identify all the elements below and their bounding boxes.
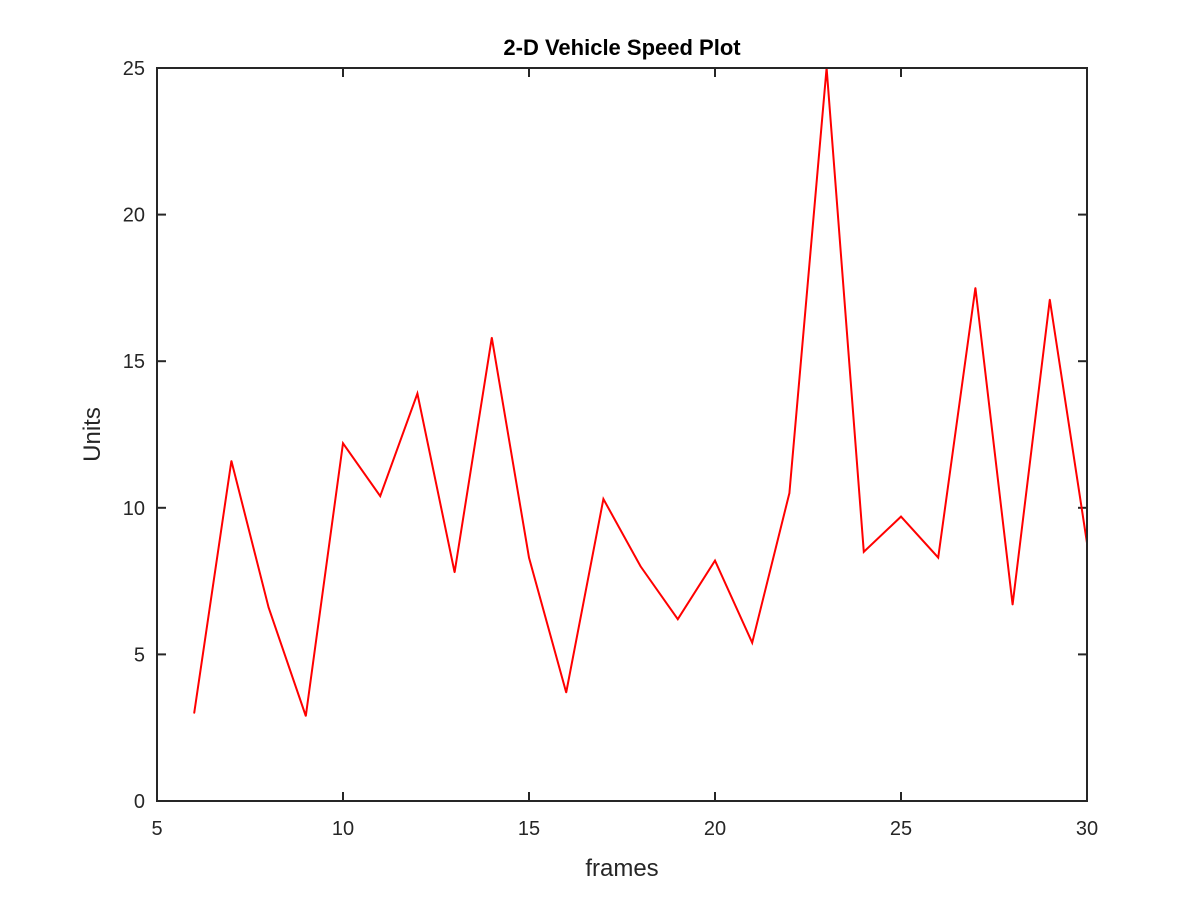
data-point <box>1011 603 1014 606</box>
x-tick-label: 30 <box>1076 818 1098 840</box>
data-point <box>788 492 791 494</box>
data-point <box>937 556 939 559</box>
chart-title: 2-D Vehicle Speed Plot <box>503 35 741 60</box>
y-tick-label: 0 <box>134 791 145 813</box>
y-tick-label: 25 <box>123 58 145 80</box>
data-point <box>491 336 493 339</box>
data-point <box>974 287 977 289</box>
data-point <box>565 691 567 694</box>
x-axis-label: frames <box>585 855 658 882</box>
data-point <box>751 641 753 644</box>
data-point <box>602 498 605 500</box>
y-axis-label: Units <box>79 407 106 462</box>
x-tick-label: 5 <box>151 818 162 840</box>
data-point <box>1049 298 1051 301</box>
data-point <box>230 460 233 462</box>
plot-area-box <box>156 67 1088 802</box>
data-point <box>639 565 642 568</box>
data-point <box>528 556 530 559</box>
x-tick-label: 10 <box>332 818 354 840</box>
x-tick-label: 20 <box>704 818 726 840</box>
y-tick-label: 5 <box>134 644 145 666</box>
data-point <box>267 606 270 609</box>
data-point <box>453 571 456 574</box>
data-point <box>416 392 419 395</box>
x-tick-label: 25 <box>890 818 912 840</box>
data-point <box>677 618 679 620</box>
x-tick-label: 15 <box>518 818 540 840</box>
y-tick-label: 15 <box>123 351 145 373</box>
data-point <box>714 559 716 562</box>
data-point <box>863 551 865 553</box>
y-tick-label: 20 <box>123 205 145 227</box>
data-point <box>900 515 902 518</box>
data-point <box>379 495 382 497</box>
data-point <box>305 715 307 717</box>
data-point <box>342 442 344 445</box>
data-point <box>193 712 195 714</box>
y-tick-label: 10 <box>123 498 145 520</box>
